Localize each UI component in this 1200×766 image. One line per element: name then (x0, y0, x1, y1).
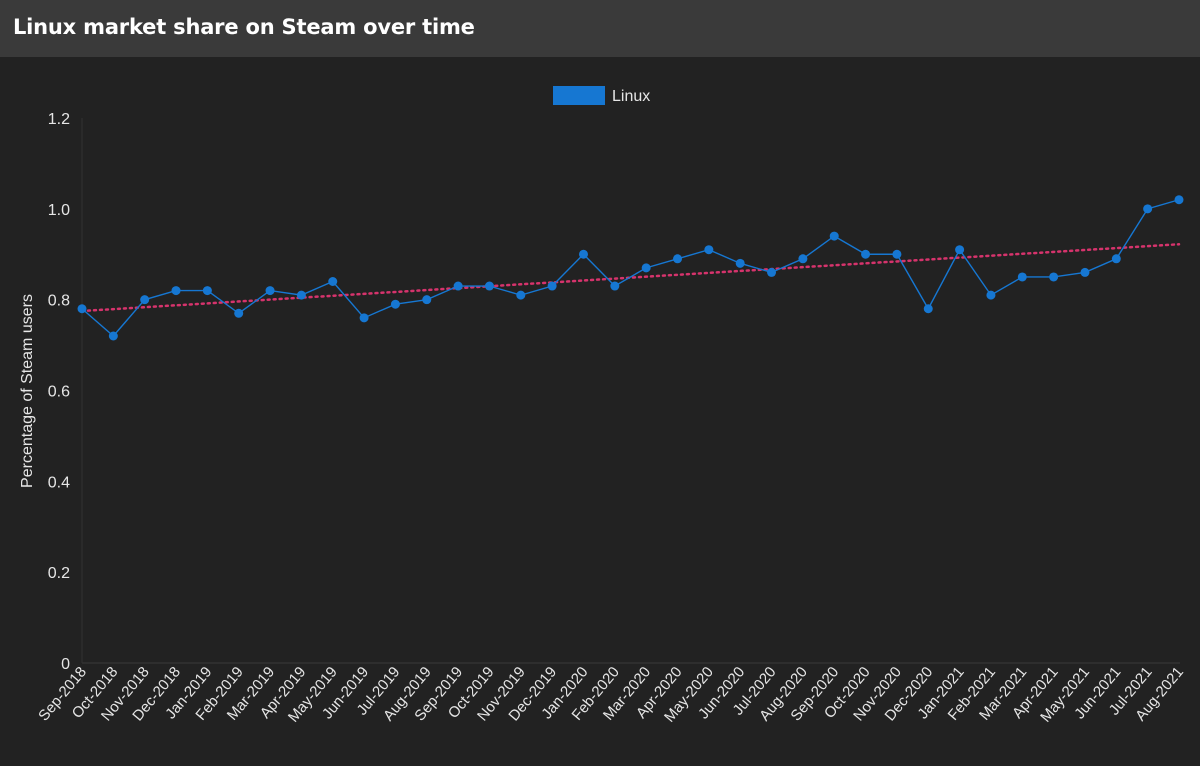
line-chart: Linux Percentage of Steam users 00.20.40… (19, 86, 1187, 726)
data-point[interactable] (955, 245, 965, 255)
data-point[interactable] (516, 290, 526, 300)
data-point[interactable] (1143, 204, 1153, 214)
data-point[interactable] (986, 290, 996, 300)
legend[interactable]: Linux (553, 86, 650, 105)
data-point[interactable] (610, 281, 620, 291)
data-point[interactable] (140, 295, 150, 305)
data-point[interactable] (861, 249, 871, 259)
x-axis-ticks: Sep-2018Oct-2018Nov-2018Dec-2018Jan-2019… (35, 664, 1187, 726)
data-point[interactable] (892, 249, 902, 259)
data-point[interactable] (1174, 195, 1184, 205)
trendline (80, 243, 1181, 313)
series-linux (77, 195, 1184, 341)
data-point[interactable] (767, 267, 777, 277)
data-point[interactable] (547, 281, 557, 291)
legend-swatch-linux (553, 86, 605, 105)
data-point[interactable] (798, 254, 808, 264)
data-point[interactable] (108, 331, 118, 341)
data-point[interactable] (296, 290, 306, 300)
data-point[interactable] (328, 277, 338, 286)
y-tick-label: 0 (61, 656, 70, 673)
y-tick-label: 1.0 (48, 202, 70, 219)
trendline-group (80, 243, 1181, 313)
data-point[interactable] (171, 286, 181, 296)
data-point[interactable] (641, 263, 651, 273)
data-point[interactable] (234, 308, 244, 318)
chart-header: Linux market share on Steam over time (0, 0, 1200, 57)
data-point[interactable] (735, 258, 745, 268)
data-point[interactable] (1049, 272, 1059, 282)
data-point[interactable] (1111, 254, 1121, 264)
data-point[interactable] (1017, 272, 1027, 282)
data-point[interactable] (829, 231, 839, 241)
y-tick-label: 1.2 (48, 111, 70, 128)
data-point[interactable] (77, 304, 87, 314)
legend-label-linux: Linux (612, 88, 650, 105)
y-tick-label: 0.6 (48, 384, 70, 401)
data-point[interactable] (390, 299, 400, 309)
data-point[interactable] (578, 249, 588, 259)
data-point[interactable] (484, 281, 494, 291)
data-point[interactable] (202, 286, 212, 296)
data-point[interactable] (704, 245, 714, 255)
data-point[interactable] (359, 313, 369, 323)
chart-title: Linux market share on Steam over time (13, 15, 475, 39)
data-point[interactable] (453, 281, 463, 291)
data-point[interactable] (422, 295, 432, 305)
chart-area: Linux Percentage of Steam users 0 0.2 0.4 0… (0, 57, 1200, 761)
data-point[interactable] (923, 304, 933, 314)
series-line-linux (81, 199, 1180, 337)
data-point[interactable] (265, 286, 275, 296)
y-axis-title: Percentage of Steam users (19, 294, 36, 488)
data-point[interactable] (1080, 267, 1090, 277)
y-axis-ticks: 0 0.2 0.4 0.6 0.8 1.0 1.2 (48, 111, 70, 673)
y-tick-label: 0.8 (48, 293, 70, 310)
y-tick-label: 0.2 (48, 565, 70, 582)
data-point[interactable] (673, 254, 683, 264)
y-tick-label: 0.4 (48, 474, 70, 491)
